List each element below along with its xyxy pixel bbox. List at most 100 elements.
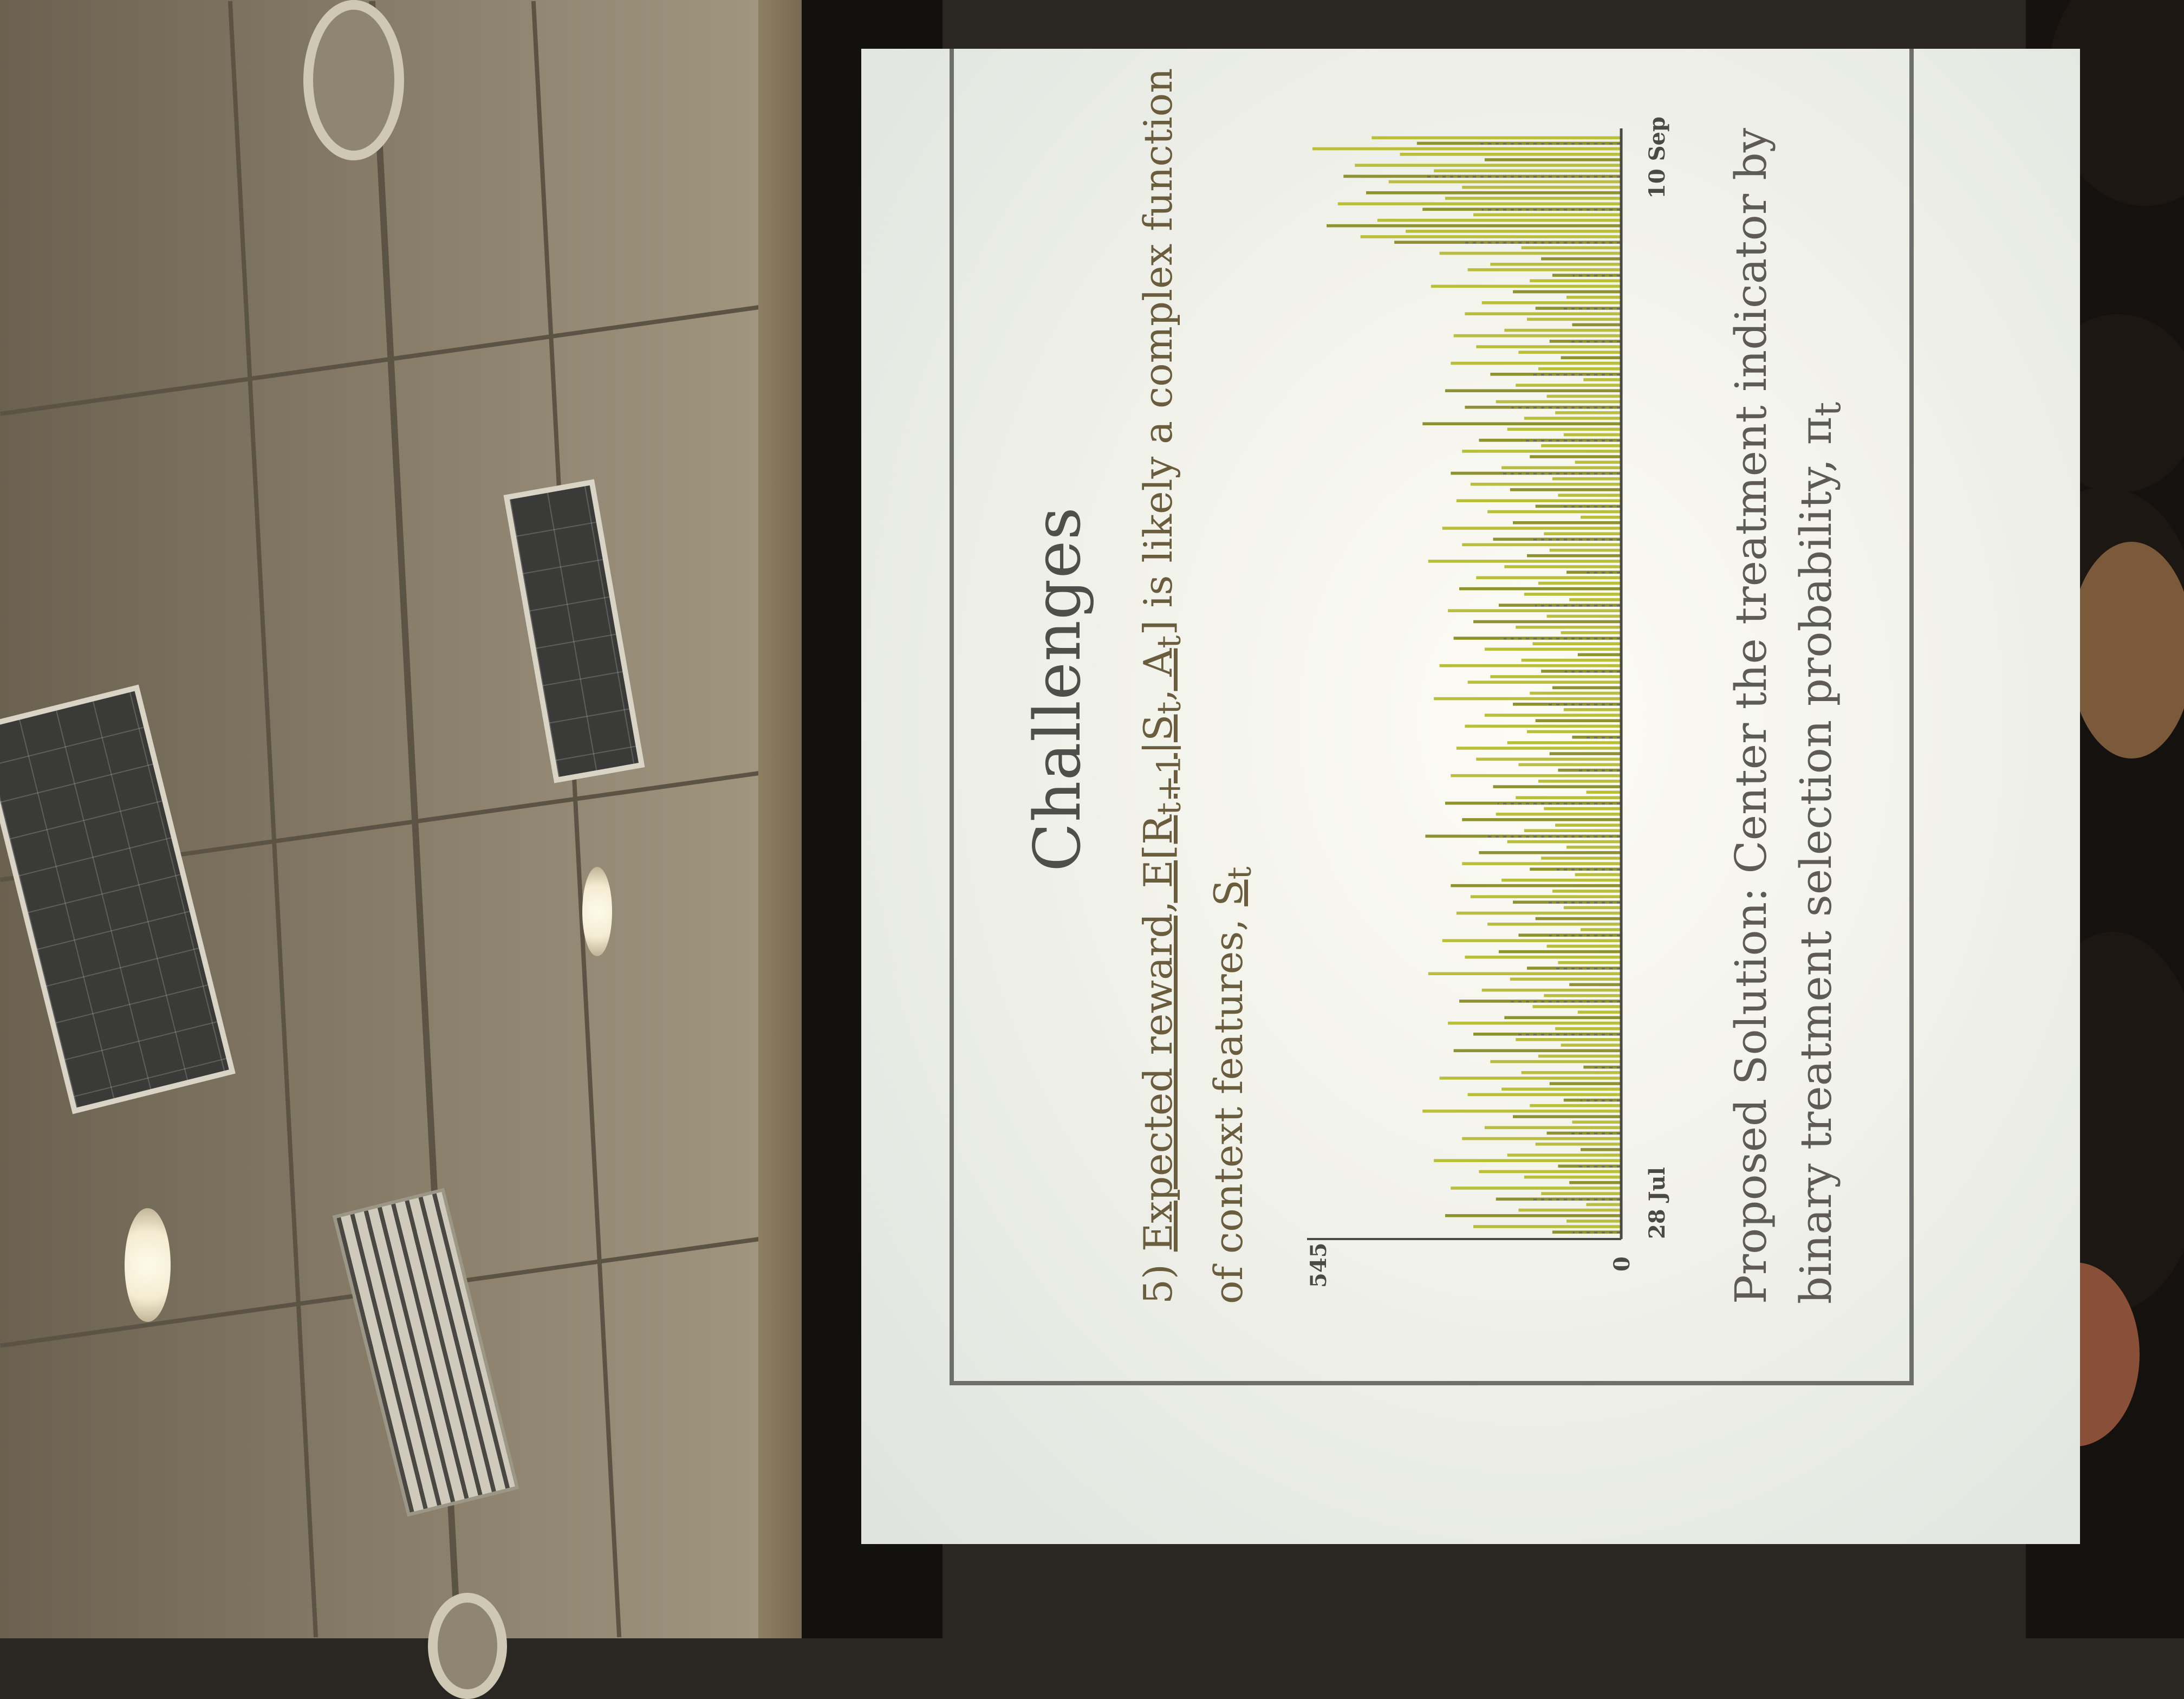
chart-bar bbox=[1538, 581, 1620, 585]
chart-bar bbox=[1470, 895, 1620, 898]
chart-bar bbox=[1558, 494, 1621, 497]
reward-chart: 545 0 28 Jul 10 Sep bbox=[1275, 63, 1708, 1309]
chart-bar bbox=[1535, 1143, 1621, 1146]
chart-bar bbox=[1566, 1220, 1620, 1223]
chart-bar bbox=[1502, 878, 1620, 882]
chart-bar bbox=[1549, 548, 1621, 552]
solution-text: binary treatment selection probability, … bbox=[1791, 416, 1841, 1304]
bullet-text: S bbox=[1206, 879, 1252, 906]
chart-bar bbox=[1439, 1077, 1620, 1080]
chart-bar bbox=[1586, 1203, 1620, 1207]
ceiling-seam bbox=[227, 1, 318, 1638]
chart-bar bbox=[1524, 592, 1620, 596]
chart-bar bbox=[1487, 922, 1620, 926]
bullet-text: , A bbox=[1135, 648, 1181, 702]
chart-bar bbox=[1546, 394, 1620, 398]
chart-bar bbox=[1555, 1027, 1620, 1030]
chart-bar bbox=[1524, 1175, 1620, 1179]
chart-bar bbox=[1456, 747, 1620, 750]
chart-bar bbox=[1453, 334, 1620, 338]
chart-bar bbox=[1524, 829, 1620, 832]
chart-bar bbox=[1473, 1225, 1620, 1228]
chart-bar bbox=[1481, 301, 1621, 304]
chart-bar bbox=[1581, 1148, 1620, 1151]
chart-bar bbox=[1434, 169, 1620, 173]
chart-bar bbox=[1490, 1060, 1620, 1064]
ceiling bbox=[0, 0, 802, 1699]
chart-bar bbox=[1546, 944, 1620, 948]
chart-bar bbox=[1451, 884, 1620, 887]
chart-bar bbox=[1527, 554, 1620, 557]
bullet-context-features: St bbox=[1206, 866, 1258, 906]
chart-bar bbox=[1459, 587, 1620, 591]
chart-bar bbox=[1498, 950, 1620, 954]
chart-bar bbox=[1355, 164, 1620, 167]
chart-bar bbox=[1558, 961, 1621, 964]
chart-bar bbox=[1394, 241, 1620, 244]
chart-bar bbox=[1581, 515, 1620, 519]
chart-bar bbox=[1563, 906, 1620, 910]
chart-bar bbox=[1490, 675, 1620, 678]
chart-bar bbox=[1462, 1137, 1620, 1140]
challenge-bullet: 5) Expected reward, E[Rt+1|St, At] is li… bbox=[1128, 58, 1270, 1304]
chart-bar bbox=[1583, 378, 1620, 381]
chart-bar bbox=[1575, 873, 1620, 877]
chart-bar bbox=[1473, 1033, 1620, 1036]
chart-bar bbox=[1566, 295, 1620, 299]
chart-bar bbox=[1476, 576, 1620, 580]
chart-bar bbox=[1535, 719, 1621, 722]
chart-bar bbox=[1422, 1110, 1620, 1113]
chart-bar bbox=[1513, 521, 1620, 524]
chart-bar bbox=[1445, 389, 1620, 392]
slide-title: Challenges bbox=[1020, 507, 1095, 872]
bullet-text: |S bbox=[1135, 714, 1181, 755]
solution-line-2: binary treatment selection probability, … bbox=[1784, 58, 1860, 1304]
chart-bar bbox=[1535, 917, 1621, 920]
chart-bar bbox=[1518, 1208, 1620, 1212]
chart-bar bbox=[1377, 218, 1620, 222]
chart-bar bbox=[1544, 532, 1620, 535]
chart-bar bbox=[1569, 1181, 1621, 1184]
chart-bar bbox=[1484, 714, 1620, 717]
chart-bar bbox=[1507, 741, 1620, 744]
chart-bar bbox=[1552, 890, 1621, 893]
chart-bar bbox=[1462, 818, 1620, 821]
chart-bar bbox=[1532, 1005, 1620, 1008]
chart-bar bbox=[1530, 1104, 1621, 1107]
chart-bar bbox=[1484, 647, 1620, 651]
chart-bar bbox=[1462, 543, 1620, 547]
chart-bar bbox=[1372, 136, 1620, 140]
chart-bar bbox=[1510, 488, 1620, 491]
chart-bar bbox=[1530, 867, 1621, 871]
chart-bar bbox=[1555, 823, 1620, 827]
chart-bar bbox=[1484, 158, 1620, 161]
chart-bar bbox=[1563, 1098, 1620, 1102]
chart-bar bbox=[1535, 307, 1621, 310]
chart-bar bbox=[1425, 834, 1620, 838]
ceiling-speaker bbox=[303, 0, 404, 160]
chart-bar bbox=[1555, 411, 1620, 414]
chart-bar bbox=[1541, 1192, 1620, 1195]
chart-bar bbox=[1521, 246, 1620, 250]
chart-bar bbox=[1428, 972, 1620, 975]
chart-bar bbox=[1504, 1016, 1620, 1020]
ceiling-spotlight bbox=[582, 867, 612, 956]
chart-bar bbox=[1434, 697, 1620, 701]
chart-bar bbox=[1530, 691, 1621, 695]
bullet-number: 5) bbox=[1135, 1251, 1181, 1304]
chart-bar bbox=[1434, 1159, 1620, 1162]
chart-bar bbox=[1552, 686, 1621, 690]
bullet-subscript: t bbox=[1150, 635, 1188, 649]
chart-bar bbox=[1538, 780, 1620, 783]
chart-bar bbox=[1532, 642, 1620, 645]
chart-bar bbox=[1586, 790, 1620, 794]
chart-bar bbox=[1544, 994, 1620, 997]
chart-bar bbox=[1476, 757, 1620, 761]
chart-bar bbox=[1431, 284, 1620, 288]
chart-bar bbox=[1575, 461, 1620, 464]
chart-bar bbox=[1406, 230, 1620, 233]
chart-bar bbox=[1521, 658, 1620, 662]
chart-bar bbox=[1521, 1071, 1620, 1074]
bullet-expected-reward: Expected reward, E[Rt+1|St, At] bbox=[1135, 620, 1188, 1251]
chart-bar bbox=[1337, 202, 1620, 205]
